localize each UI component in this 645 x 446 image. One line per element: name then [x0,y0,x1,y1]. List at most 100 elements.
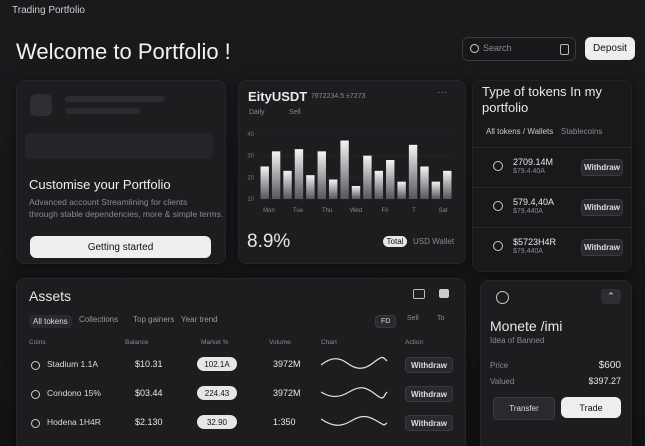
asset-filter[interactable]: To [437,315,445,322]
token-value: $5723H4R [513,237,557,247]
bar [317,151,326,199]
asset-filter[interactable]: Sell [407,315,419,322]
y-tick-label: 30 [247,154,254,160]
sparkline [321,356,388,369]
token-sub: $79.4.40A [513,168,545,175]
edit-icon[interactable] [439,289,449,298]
bar [306,175,315,199]
bar [363,155,372,199]
token-row-divider [473,147,631,148]
legend-entry: Daily [249,109,265,116]
token-icon [493,241,503,251]
transfer-button[interactable]: Transfer [493,397,555,420]
customise-card: Customise your Portfolio Advanced accoun… [16,80,226,264]
column-header: Chart [321,339,337,346]
withdraw-button[interactable]: Withdraw [581,159,623,176]
market-pill: 32.90 [197,415,237,429]
bar [271,151,281,199]
bar [386,160,395,199]
getting-started-button[interactable]: Getting started [30,236,211,258]
bar [328,179,338,199]
bar [283,170,292,199]
search-icon [470,44,479,53]
asset-tab[interactable]: All tokens [29,315,72,328]
volume: 3972M [273,359,301,369]
welcome-title: Welcome to Portfolio ! [16,39,231,64]
menu-dots[interactable]: ··· [437,87,447,98]
bar [431,181,441,199]
withdraw-button[interactable]: Withdraw [405,415,453,431]
column-header: Market % [201,339,229,346]
x-tick-label: T [412,208,416,214]
y-tick-label: 40 [247,132,254,138]
bar [351,186,361,199]
placeholder-line [65,96,165,102]
total-pill[interactable]: Total [383,236,407,247]
sparkline [321,415,388,426]
coin-name: Condono 15% [47,388,101,398]
withdraw-button[interactable]: Withdraw [405,386,453,402]
customise-title: Customise your Portfolio [29,177,171,192]
sparkline-path [321,415,388,426]
x-tick-label: Mon [263,208,275,214]
placeholder-line [65,108,140,114]
chart-card: EityUSDT 7672234.5 ±7273 ··· Daily Sell … [238,80,466,264]
sparkline-path [321,387,388,399]
app-name: Trading Portfolio [12,5,85,16]
tokens-title: portfolio [482,100,529,115]
trade-button[interactable]: Trade [561,397,621,418]
tokens-tab[interactable]: Stablecoins [561,127,603,136]
token-row-divider [473,227,631,228]
expand-icon[interactable] [413,289,425,299]
token-value: 579.4,40A [513,197,555,207]
value-value: $397.27 [588,376,621,386]
y-tick-label: 20 [247,175,254,181]
coin-sub: Idea of Banned [490,336,545,345]
x-tick-label: Wed [350,208,362,214]
bar [443,170,452,199]
asset-filter[interactable]: FD [375,315,397,328]
tokens-title: Type of tokens In my [482,84,602,99]
token-row-divider [473,187,631,188]
bar [260,166,269,199]
coin-name: Hodena 1H4R [47,417,101,427]
withdraw-button[interactable]: Withdraw [581,239,623,256]
coin-name: Monete /imi [490,318,563,334]
token-sub: $79,440A [513,208,543,215]
value-label: Valued [490,377,515,386]
asset-tab[interactable]: Year trend [181,315,218,324]
balance: $10.31 [135,359,163,369]
token-sub: $79,440A [513,248,543,255]
column-header: Action [405,339,424,346]
y-tick-label: 10 [247,197,254,203]
collapse-button[interactable]: ⌃ [601,289,621,304]
coin-icon [31,419,40,428]
token-value: 2709.14M [513,157,554,167]
volume: 1:350 [273,417,296,427]
bar-chart: 40 30 20 10 Mon Tue Thu Wed Fri T Sat [247,132,453,214]
bar [340,140,349,199]
tokens-tab[interactable]: All tokens / Wallets [486,127,554,136]
column-header: Volume [269,339,291,346]
withdraw-button[interactable]: Withdraw [405,357,453,373]
placeholder-block [25,133,213,159]
bar [294,149,304,199]
price-value: $600 [598,360,621,371]
asset-tab[interactable]: Top gainers [133,315,175,324]
coin-card: ⌃ Monete /imi Idea of Banned Price $600 … [480,280,632,446]
wallet-label: USD Wallet [413,237,455,246]
search-box[interactable]: Search [462,37,576,61]
assets-title: Assets [29,288,72,304]
sparkline [321,387,388,399]
tokens-card: Type of tokens In my portfolio All token… [472,80,632,272]
description-line: Advanced account Streamlining for client… [29,197,188,207]
withdraw-button[interactable]: Withdraw [581,199,623,216]
balance: $2.130 [135,417,163,427]
deposit-button[interactable]: Deposit [585,37,635,60]
coin-icon [496,291,509,304]
coin-name: Stadium 1.1A [47,359,99,369]
bar [408,144,418,199]
assets-card: Assets All tokens Collections Top gainers Y… [16,278,466,446]
asset-tab[interactable]: Collections [79,315,119,324]
card-icon [30,94,52,116]
